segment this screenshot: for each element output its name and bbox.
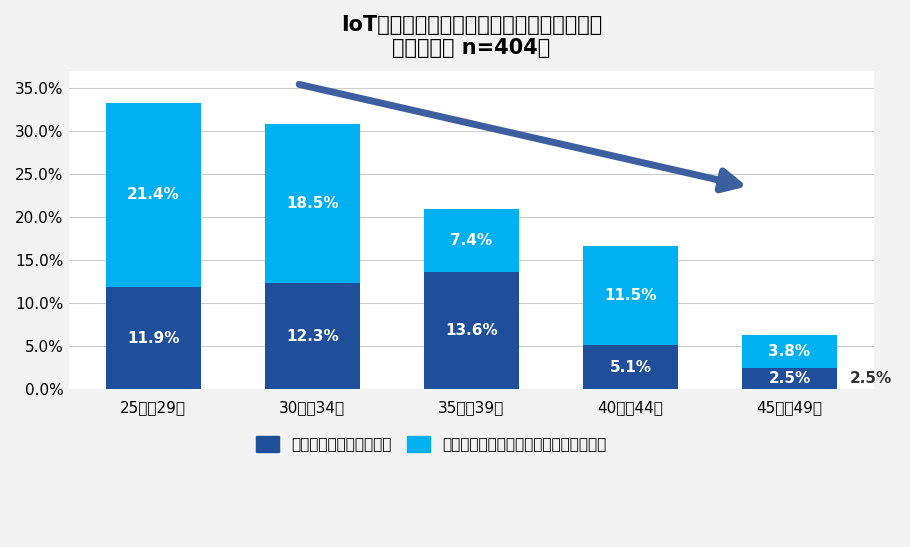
Text: 11.5%: 11.5% (604, 288, 657, 304)
Text: 12.3%: 12.3% (286, 329, 339, 344)
Text: 2.5%: 2.5% (768, 371, 811, 386)
Text: 18.5%: 18.5% (286, 196, 339, 211)
Bar (265, 124, 360, 283)
Bar (742, 368, 837, 389)
Bar (106, 103, 201, 287)
Text: 11.9%: 11.9% (127, 330, 179, 346)
Legend: すでに使用していて便利, すでに使用しているがもっと活かしたい: すでに使用していて便利, すでに使用しているがもっと活かしたい (250, 430, 612, 458)
Text: 5.1%: 5.1% (610, 360, 652, 375)
Text: 2.5%: 2.5% (850, 371, 892, 386)
Bar (582, 345, 678, 389)
Text: 7.4%: 7.4% (450, 233, 492, 248)
Text: 21.4%: 21.4% (127, 187, 179, 202)
Bar (424, 272, 519, 389)
Title: IoT家電やスマート家電について【年代別】
（単数回答 n=404）: IoT家電やスマート家電について【年代別】 （単数回答 n=404） (340, 15, 602, 58)
Bar (106, 287, 201, 389)
Bar (265, 283, 360, 389)
Text: 3.8%: 3.8% (768, 344, 811, 359)
Text: 13.6%: 13.6% (445, 323, 498, 338)
Bar (742, 335, 837, 368)
Bar (424, 208, 519, 272)
Bar (582, 247, 678, 345)
